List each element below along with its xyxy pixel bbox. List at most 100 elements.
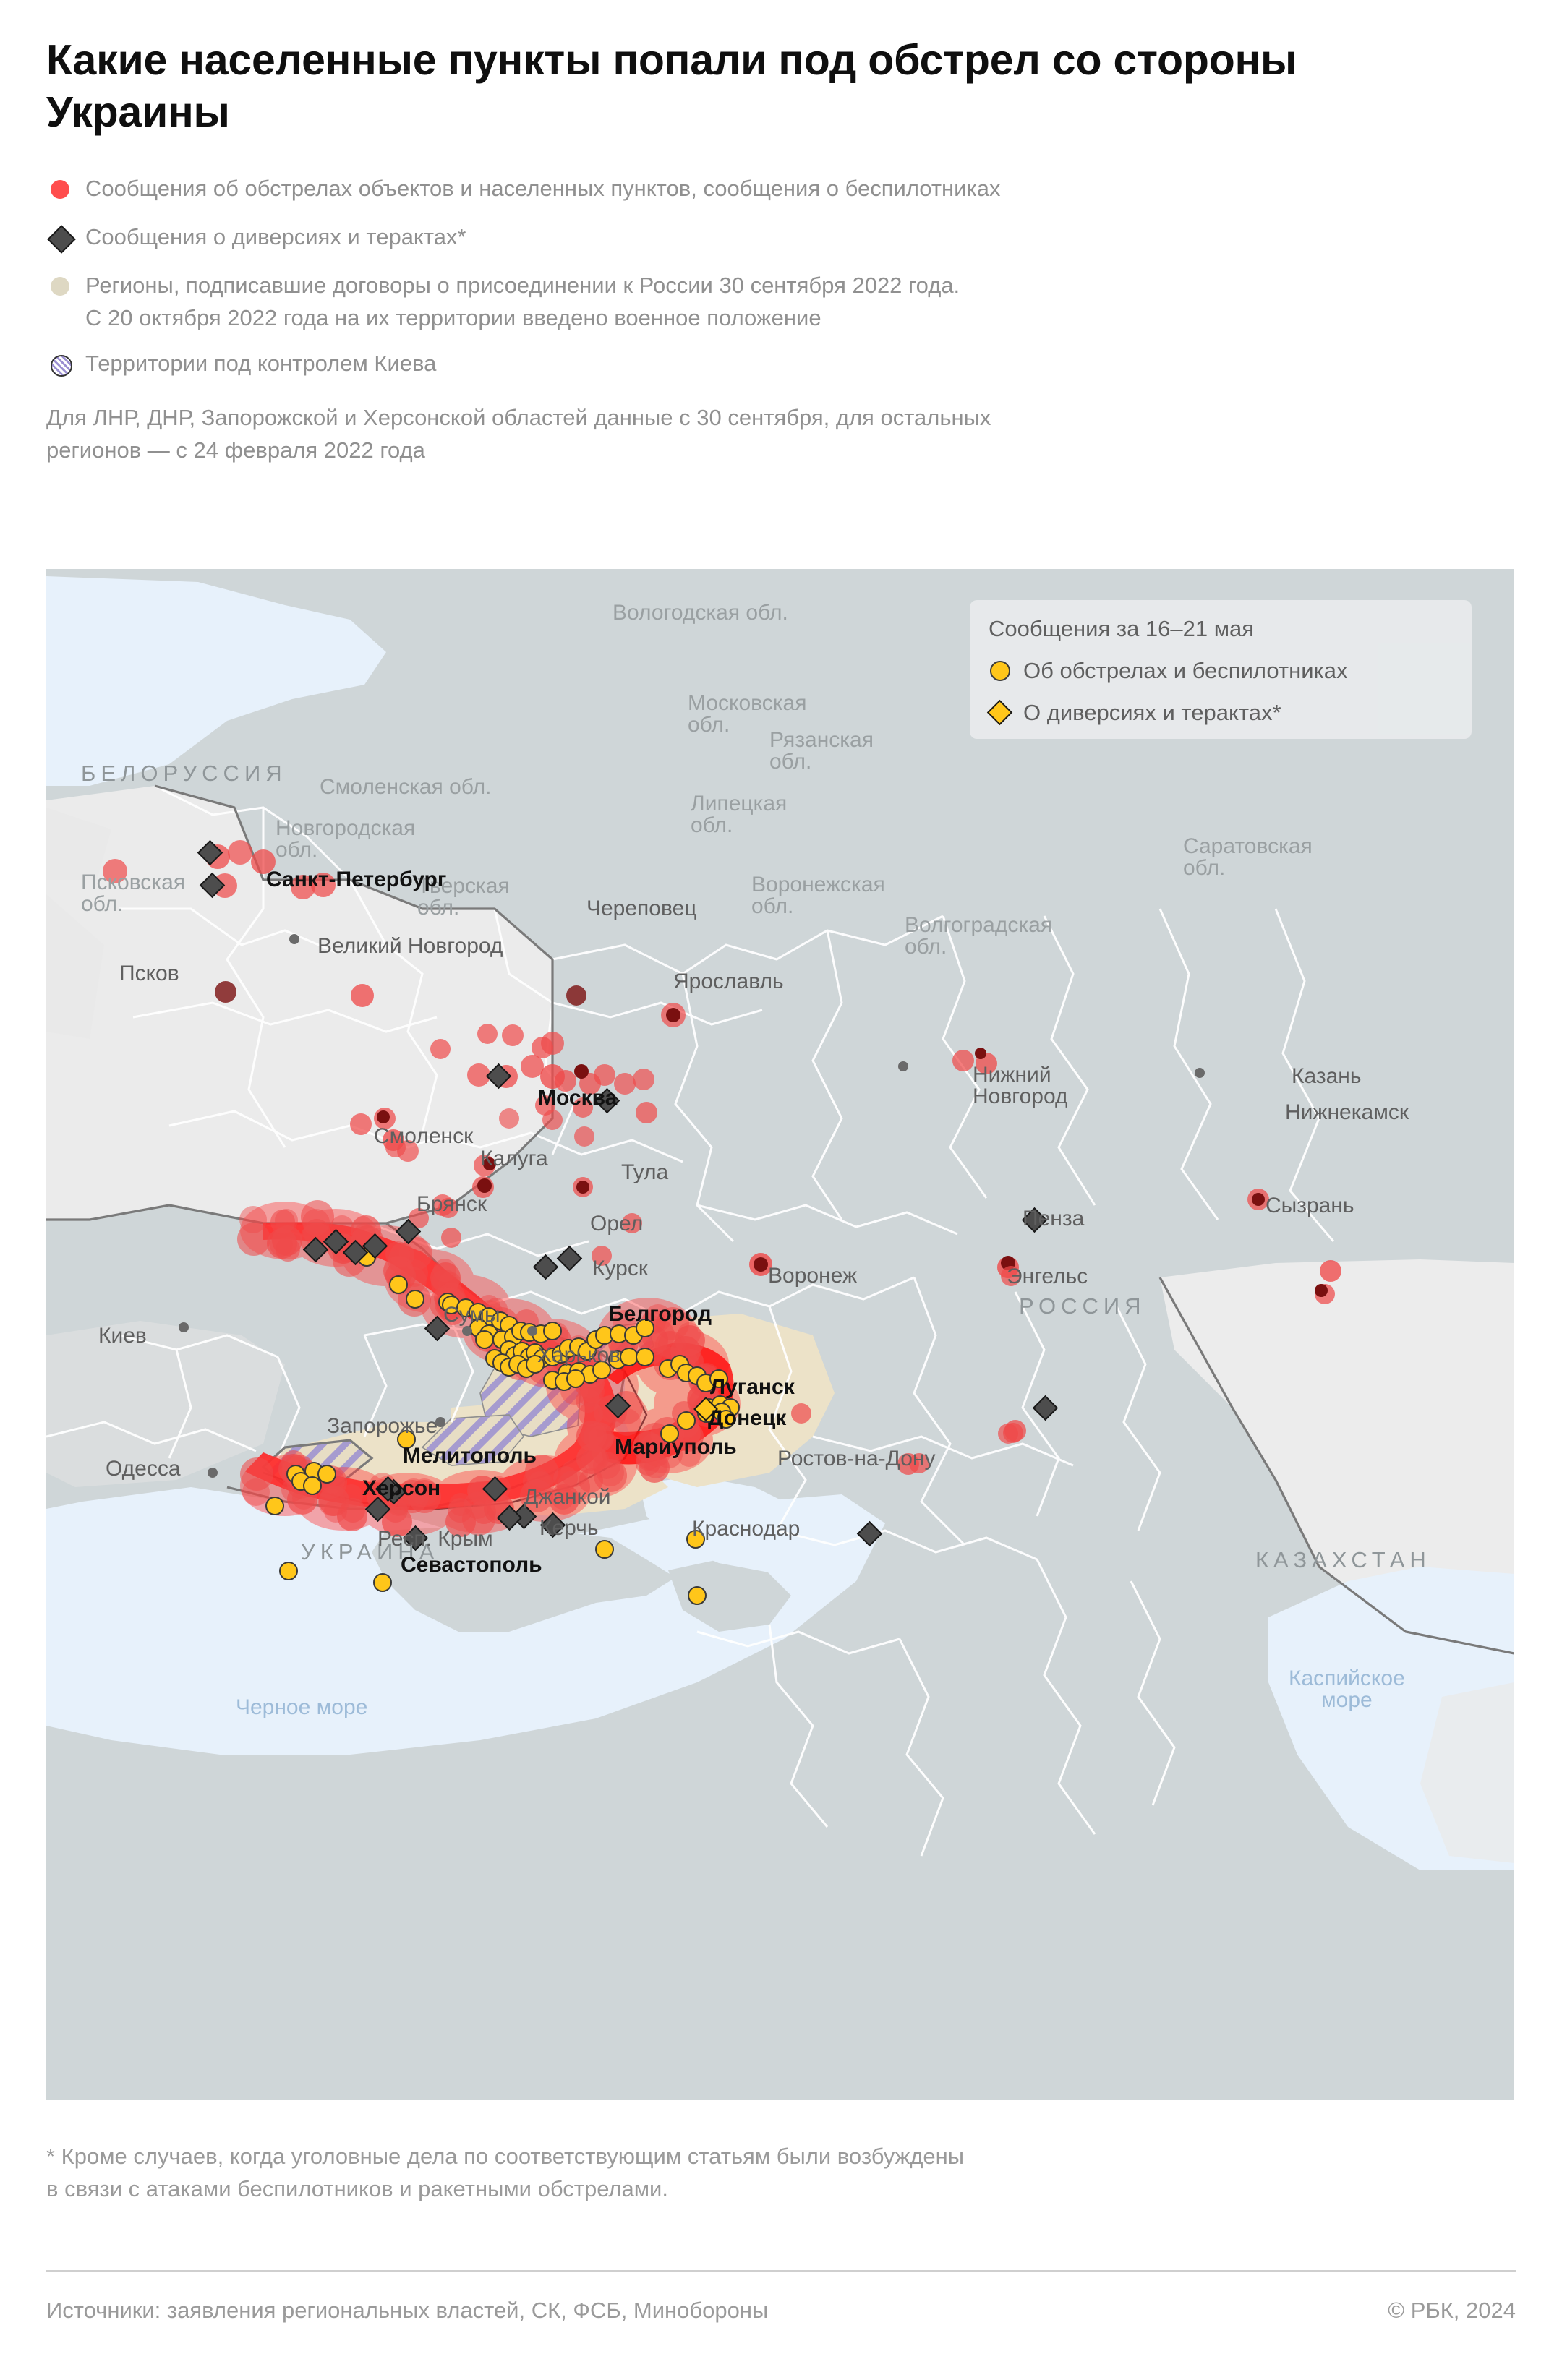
city-label: Мариуполь <box>615 1435 737 1459</box>
divider <box>46 2270 1516 2272</box>
recent-shelling-marker <box>526 1355 545 1374</box>
footnote: * Кроме случаев, когда уголовные дела по… <box>46 2144 965 2201</box>
city-label: Донецк <box>708 1406 787 1430</box>
city-label: Энгельс <box>1007 1264 1088 1288</box>
recent-shelling-marker <box>265 1497 284 1515</box>
recent-shelling-marker <box>406 1290 424 1309</box>
city-label: Калуга <box>480 1147 548 1170</box>
region-label: Вологодская обл. <box>613 601 788 625</box>
city-label: Ярославль <box>673 969 784 993</box>
sea-label: Каспийское море <box>1289 1666 1405 1712</box>
region-label: Псковская обл. <box>81 870 186 916</box>
recent-shelling-marker <box>636 1348 654 1366</box>
shelling-report-marker <box>754 1257 768 1272</box>
kyiv-controlled-zaporozhye <box>421 1414 525 1466</box>
recent-shelling-marker <box>475 1330 494 1349</box>
legend-item-label: Сообщения о диверсиях и терактах* <box>85 224 466 249</box>
region-label: Московская обл. <box>688 691 807 737</box>
country-label: УКРАИНА <box>301 1539 440 1564</box>
legend-item-label: Регионы, подписавшие договоры о присоеди… <box>85 273 960 330</box>
city-dot <box>462 1326 472 1336</box>
region-label: Тверская обл. <box>417 874 510 920</box>
page-title: Какие населенные пункты попали под обстр… <box>46 36 1297 136</box>
shelling-report-marker <box>477 1024 498 1044</box>
shelling-report-marker <box>576 1181 589 1194</box>
sources-text: Источники: заявления региональных власте… <box>46 2298 769 2323</box>
city-dot <box>898 1061 908 1071</box>
city-dot <box>179 1322 189 1332</box>
city-label: Мелитополь <box>403 1444 537 1468</box>
baltic-sea <box>46 576 386 786</box>
legend-item-label: Территории под контролем Киева <box>85 351 437 376</box>
region-label: Липецкая обл. <box>691 792 788 837</box>
recent-shelling-marker <box>566 1369 585 1388</box>
city-label: Респ. Крым <box>377 1527 493 1551</box>
city-label: Нижний Новгород <box>973 1063 1068 1108</box>
shelling-report-marker <box>477 1178 492 1193</box>
shelling-report-marker <box>555 1070 576 1092</box>
recent-shelling-marker <box>317 1465 336 1484</box>
city-label: Пенза <box>1023 1207 1085 1230</box>
map-legend-title: Сообщения за 16–21 мая <box>989 616 1255 641</box>
city-label: Санкт-Петербург <box>266 868 447 891</box>
copyright-text: © РБК, 2024 <box>1388 2298 1516 2323</box>
shelling-report-marker <box>239 1457 273 1491</box>
region-label: Саратовская обл. <box>1183 834 1313 880</box>
shelling-report-marker <box>579 1401 604 1426</box>
yellow-circle-icon <box>990 661 1010 681</box>
city-dot <box>1195 1068 1205 1078</box>
shelling-report-marker <box>635 1450 660 1476</box>
shelling-report-marker <box>502 1024 524 1046</box>
city-label: Псков <box>119 962 179 985</box>
map-canvas[interactable]: БЕЛОРУССИЯ РОССИЯ УКРАИНА КАЗАХСТАН Черное м… <box>46 569 1514 2100</box>
shelling-report-marker <box>385 1137 406 1157</box>
recent-shelling-marker <box>660 1424 679 1443</box>
shelling-report-marker <box>998 1424 1018 1444</box>
yellow-diamond-icon <box>986 699 1013 726</box>
region-label: Новгородская обл. <box>276 816 416 862</box>
country-label: РОССИЯ <box>1019 1293 1146 1319</box>
shelling-report-marker <box>228 840 252 865</box>
shelling-report-marker <box>594 1459 628 1492</box>
recent-shelling-marker <box>592 1361 611 1379</box>
shelling-report-marker <box>552 1465 578 1491</box>
shelling-report-marker <box>1320 1260 1341 1282</box>
region-label: Смоленская обл. <box>320 775 492 799</box>
map-label-layer: БЕЛОРУССИЯ РОССИЯ УКРАИНА КАЗАХСТАН Черное м… <box>46 569 1514 2100</box>
shelling-report-marker <box>215 981 236 1003</box>
city-label: Великий Новгород <box>317 934 503 958</box>
shelling-report-marker <box>666 1008 680 1022</box>
shelling-report-marker <box>242 1478 270 1507</box>
shelling-report-marker <box>522 1468 550 1495</box>
legend-item-annexed-regions: Регионы, подписавшие договоры о присоеди… <box>46 269 1507 334</box>
shelling-report-marker <box>448 1497 473 1523</box>
hatched-circle-icon <box>51 355 72 377</box>
map-legend-item-label: О диверсиях и терактах* <box>1023 700 1281 725</box>
shelling-report-marker <box>499 1108 519 1129</box>
shelling-report-marker <box>592 1246 612 1266</box>
kazakhstan-area <box>1160 1259 1514 1653</box>
shelling-report-marker <box>483 1157 496 1170</box>
city-label: Москва <box>538 1086 618 1110</box>
legend: Сообщения об обстрелах объектов и населе… <box>46 172 1507 466</box>
shelling-report-marker <box>351 984 374 1007</box>
sea-label: Черное море <box>236 1695 368 1719</box>
map-legend-item-sabotage: О диверсиях и терактах* <box>986 699 1453 726</box>
marker-layer <box>46 569 1514 2100</box>
shelling-report-marker <box>1315 1284 1328 1297</box>
city-label: Харьков <box>537 1343 621 1367</box>
city-label: Запорожье <box>327 1414 438 1438</box>
recent-shelling-marker <box>279 1562 298 1580</box>
region-label: Волгоградская обл. <box>905 913 1053 959</box>
city-label: Джанкой <box>524 1485 611 1509</box>
shelling-report-marker <box>574 1126 594 1147</box>
beige-circle-icon <box>51 277 69 296</box>
recent-shelling-marker <box>717 1410 735 1429</box>
shelling-report-marker <box>633 1069 654 1090</box>
city-dot <box>289 934 299 944</box>
map-legend-box: Сообщения за 16–21 мая Об обстрелах и бе… <box>970 600 1472 739</box>
shelling-report-marker <box>573 1097 593 1118</box>
region-label: Рязанская обл. <box>769 728 874 774</box>
taman-land <box>668 1559 791 1632</box>
legend-note: Для ЛНР, ДНР, Запорожской и Херсонской о… <box>46 405 991 463</box>
